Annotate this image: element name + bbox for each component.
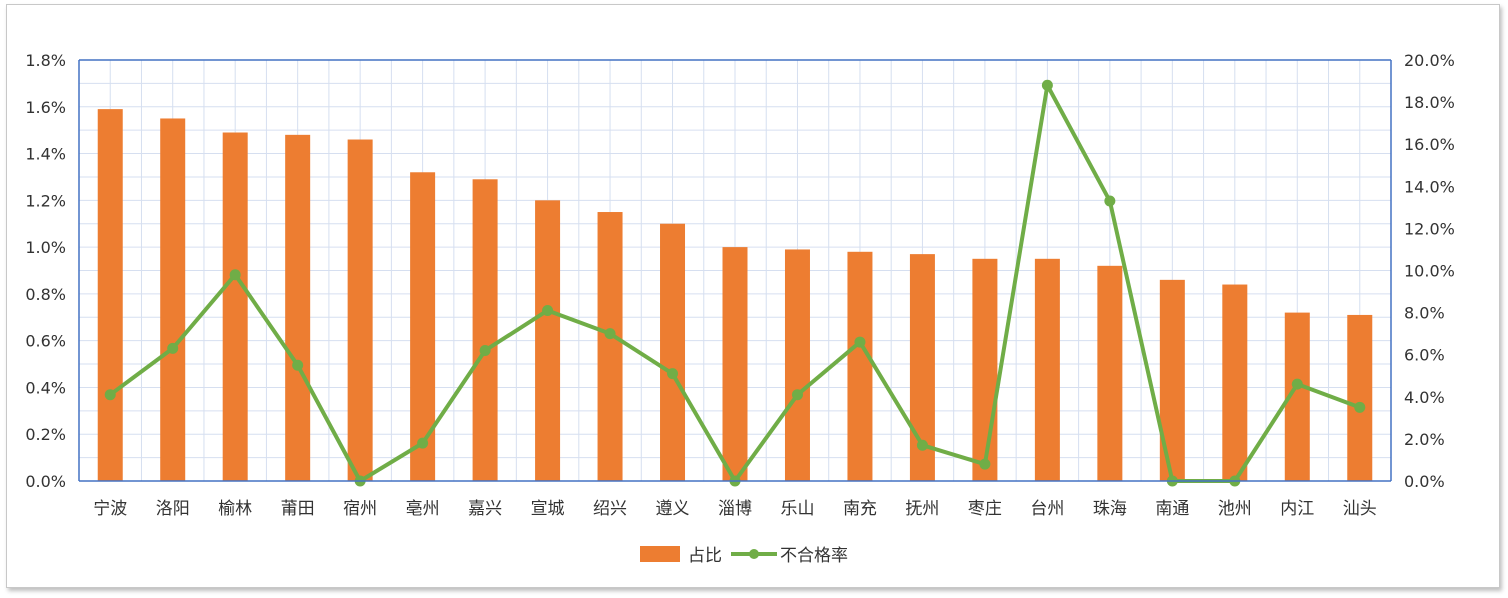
line-point [1104, 195, 1116, 207]
y-right-tick-label: 16.0% [1404, 135, 1455, 154]
x-category-label: 宁波 [93, 499, 127, 519]
line-point [292, 359, 304, 371]
line-point [479, 344, 491, 356]
line-point [791, 389, 803, 401]
line-point [979, 458, 991, 470]
x-category-label: 嘉兴 [468, 499, 502, 519]
x-category-label: 绍兴 [593, 499, 627, 519]
x-axis-categories: 宁波 洛阳 榆林 莆田 宿州 亳州 嘉兴 宣城 绍兴 遵义 淄博 乐山 南充 抚州 枣庄 台州 珠海 南通 池州 内江… [93, 499, 1377, 519]
bar [1034, 258, 1060, 481]
y-left-tick-label: 0.4% [25, 378, 66, 397]
x-category-label: 乐山 [780, 499, 814, 519]
bar [285, 134, 311, 481]
bar [722, 247, 748, 481]
x-category-label: 淄博 [718, 499, 752, 519]
y-left-tick-label: 1.0% [25, 238, 66, 257]
x-category-label: 内江 [1280, 499, 1314, 519]
y-right-tick-label: 12.0% [1404, 219, 1455, 238]
y-left-tick-label: 1.2% [25, 191, 66, 210]
line-point [1354, 401, 1366, 413]
x-category-label: 榆林 [218, 499, 252, 519]
y-right-tick-label: 0.0% [1404, 472, 1445, 491]
line-point [167, 342, 179, 354]
y-left-tick-label: 1.8% [25, 51, 66, 70]
y-right-tick-label: 8.0% [1404, 304, 1445, 323]
y-right-tick-label: 18.0% [1404, 93, 1455, 112]
x-category-label: 抚州 [905, 499, 939, 519]
bar [972, 258, 998, 481]
bar [597, 212, 623, 481]
y-left-tick-label: 1.4% [25, 145, 66, 164]
y-right-tick-label: 2.0% [1404, 430, 1445, 449]
line-point [229, 269, 241, 281]
x-category-label: 珠海 [1093, 499, 1127, 519]
x-category-label: 宣城 [531, 499, 565, 519]
legend: 占比 不合格率 [640, 546, 848, 566]
y-left-tick-label: 0.8% [25, 285, 66, 304]
x-category-label: 洛阳 [156, 499, 190, 519]
bar [472, 179, 498, 482]
legend-swatch-marker [749, 549, 759, 559]
line-point [104, 389, 116, 401]
y-right-tick-label: 10.0% [1404, 262, 1455, 281]
y-left-tick-label: 1.6% [25, 98, 66, 117]
x-category-label: 台州 [1030, 499, 1064, 519]
bar [1222, 284, 1248, 481]
bar [97, 109, 123, 481]
y-right-tick-label: 20.0% [1404, 51, 1455, 70]
legend-label-bar: 占比 [688, 546, 722, 566]
bar [347, 139, 373, 481]
bar [410, 172, 436, 481]
bar [222, 132, 248, 481]
legend-swatch-bar [640, 546, 680, 562]
y-axis-right-ticks: 0.0% 2.0% 4.0% 6.0% 8.0% 10.0% 12.0% 14.0% 16.0%… [1404, 51, 1455, 491]
x-category-label: 南充 [843, 499, 877, 519]
x-category-label: 亳州 [406, 499, 440, 519]
bar [847, 251, 873, 481]
y-right-tick-label: 4.0% [1404, 388, 1445, 407]
x-category-label: 宿州 [343, 499, 377, 519]
x-category-label: 汕头 [1343, 499, 1377, 519]
y-axis-left-ticks: 0.0% 0.2% 0.4% 0.6% 0.8% 1.0% 1.2% 1.4% 1.6% 1.8% [25, 51, 66, 491]
line-point [916, 439, 928, 451]
x-category-label: 莆田 [281, 499, 315, 519]
y-right-tick-label: 6.0% [1404, 346, 1445, 365]
y-left-tick-label: 0.6% [25, 332, 66, 351]
y-right-tick-label: 14.0% [1404, 177, 1455, 196]
line-point [854, 336, 866, 348]
line-point [542, 304, 554, 316]
y-left-tick-label: 0.0% [25, 472, 66, 491]
bar [160, 118, 186, 481]
bar [1097, 265, 1123, 481]
line-point [417, 437, 429, 449]
axes [78, 59, 1392, 482]
x-category-label: 枣庄 [968, 499, 1002, 519]
legend-label-line: 不合格率 [780, 546, 848, 566]
line-point [604, 328, 616, 340]
bar [1347, 314, 1373, 481]
y-left-tick-label: 0.2% [25, 425, 66, 444]
bar [784, 249, 810, 481]
x-category-label: 南通 [1155, 499, 1189, 519]
x-category-label: 遵义 [656, 499, 690, 519]
bar [660, 223, 686, 481]
bar [535, 200, 561, 482]
line-point [667, 368, 679, 380]
line-point [1041, 79, 1053, 91]
line-point [1291, 378, 1303, 390]
chart-frame [6, 4, 1500, 588]
x-category-label: 池州 [1218, 499, 1252, 519]
